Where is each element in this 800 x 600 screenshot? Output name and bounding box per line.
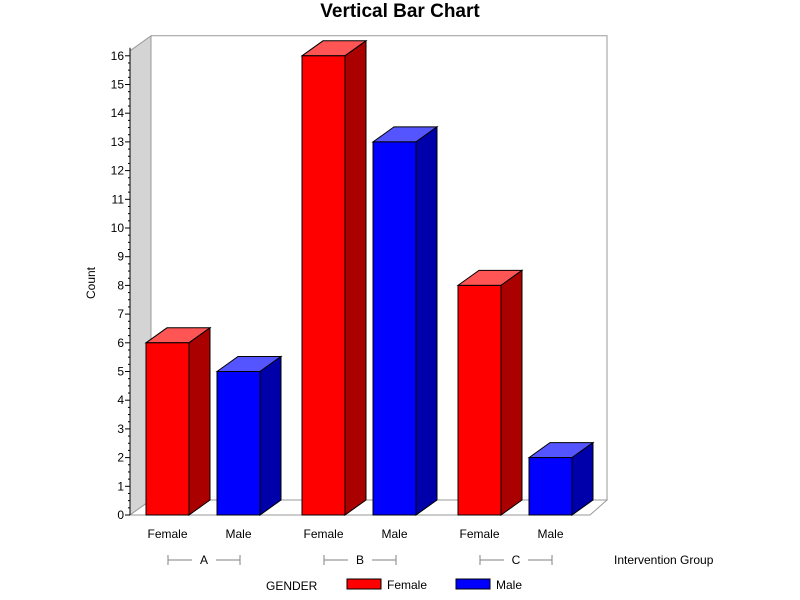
bar-front [528, 457, 573, 516]
bar-front [301, 55, 346, 516]
y-tick-label: 13 [111, 135, 125, 149]
subgroup-label: Female [147, 527, 187, 541]
x-axis-labels: Female Male A Female Male B Female Male C [147, 527, 563, 567]
y-tick-label: 11 [112, 192, 125, 206]
group-label: C [512, 553, 521, 567]
y-tick-label: 4 [117, 393, 124, 407]
group-axis-label: Intervention Group [614, 553, 714, 567]
bar-B-male [371, 125, 439, 516]
subgroup-label: Female [459, 527, 499, 541]
y-tick-label: 12 [111, 164, 125, 178]
bar-A-female [144, 326, 212, 516]
y-tick-label: 9 [117, 250, 124, 264]
y-axis-label: Count [84, 266, 98, 299]
bar-side [500, 269, 523, 516]
subgroup-label: Female [303, 527, 343, 541]
back-wall [151, 35, 608, 500]
y-tick-label: 10 [111, 221, 125, 235]
group-label: B [356, 553, 364, 567]
y-tick-label: 0 [117, 508, 124, 522]
bar-front [372, 141, 417, 516]
group-marker-A: A [167, 553, 241, 567]
group-marker-B: B [323, 553, 397, 567]
legend-label: Male [496, 578, 522, 592]
subgroup-label: Male [537, 527, 563, 541]
legend-label: Female [387, 578, 427, 592]
legend: GENDER Female Male [266, 578, 522, 593]
y-tick-label: 2 [117, 451, 124, 465]
bar-front [457, 284, 502, 516]
group-label: A [200, 553, 208, 567]
y-tick-label: 8 [117, 278, 124, 292]
bar-side [259, 355, 282, 516]
y-tick-label: 16 [111, 49, 125, 63]
bar-C-male [527, 441, 595, 516]
legend-swatch [346, 578, 382, 590]
bar-front [145, 342, 190, 516]
y-tick-label: 6 [117, 336, 124, 350]
bar-front [216, 371, 261, 516]
bar-A-male [215, 355, 283, 516]
y-tick-label: 5 [117, 365, 124, 379]
bar-side [344, 39, 367, 516]
bars [144, 39, 595, 516]
legend-swatch [455, 578, 491, 590]
bar-side [188, 326, 211, 516]
y-tick-label: 7 [117, 307, 124, 321]
legend-title: GENDER [266, 579, 318, 593]
y-tick-label: 1 [117, 479, 124, 493]
subgroup-label: Male [381, 527, 407, 541]
y-tick-label: 14 [111, 106, 125, 120]
group-marker-C: C [479, 553, 553, 567]
subgroup-label: Male [225, 527, 251, 541]
chart-title: Vertical Bar Chart [320, 1, 480, 22]
legend-item-female: Female [346, 578, 427, 592]
bar-side [415, 125, 438, 516]
bar-B-female [300, 39, 368, 516]
legend-item-male: Male [455, 578, 522, 592]
y-tick-label: 15 [111, 78, 125, 92]
y-tick-label: 3 [117, 422, 124, 436]
bar-C-female [456, 269, 524, 516]
